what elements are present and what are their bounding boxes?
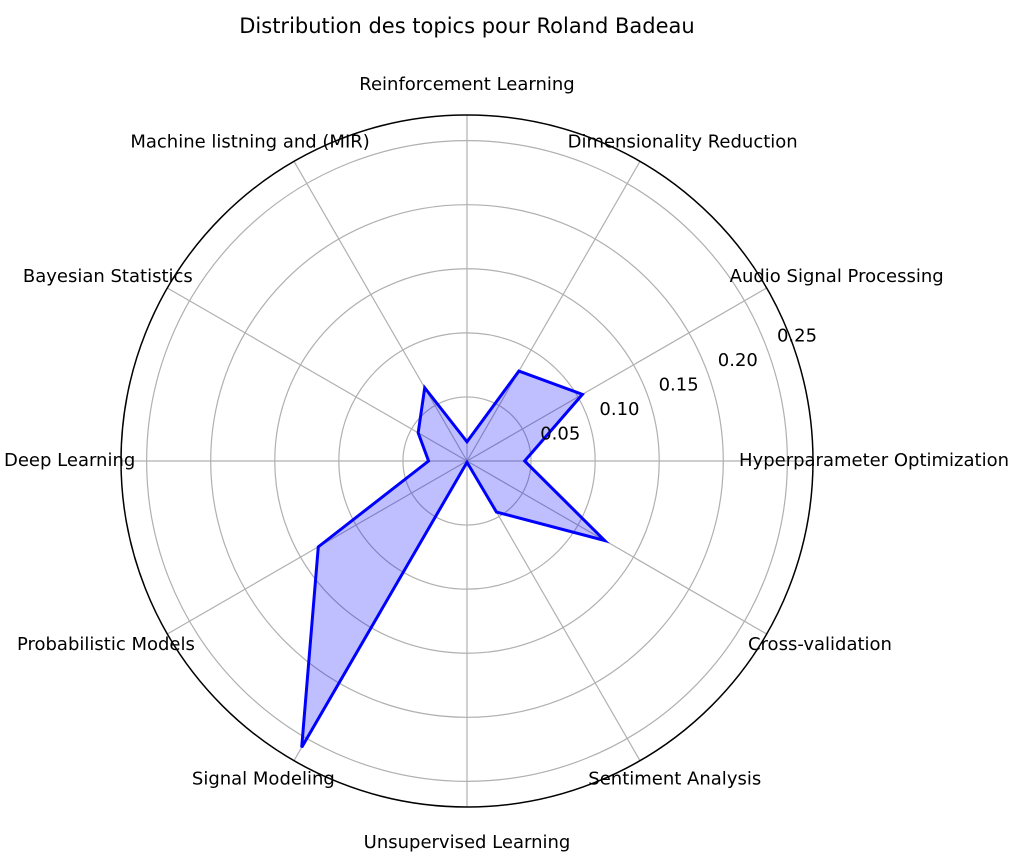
- category-label: Bayesian Statistics: [23, 266, 193, 287]
- category-label: Sentiment Analysis: [588, 769, 761, 790]
- category-label: Hyperparameter Optimization: [739, 450, 1009, 471]
- category-labels: Hyperparameter Optimization Audio Signal …: [4, 74, 1009, 853]
- category-label: Probabilistic Models: [17, 634, 195, 655]
- grid-spoke: [466, 287, 767, 462]
- category-label: Cross-validation: [748, 634, 892, 655]
- outer-boundary: [120, 114, 814, 808]
- category-label: Signal Modeling: [192, 769, 335, 790]
- category-label: Audio Signal Processing: [730, 266, 944, 287]
- radar-grid: [120, 114, 814, 808]
- category-label: Reinforcement Learning: [359, 74, 574, 95]
- category-label: Deep Learning: [4, 450, 135, 471]
- radial-tick-label: 0.15: [659, 374, 699, 395]
- series-line: [300, 369, 610, 749]
- grid-spoke: [466, 460, 767, 635]
- series-area: [301, 371, 605, 748]
- category-label: Machine listning and (MIR): [130, 131, 369, 152]
- category-label: Unsupervised Learning: [364, 832, 571, 853]
- radial-tick-label: 0.10: [599, 399, 639, 420]
- radial-tick-label: 0.25: [777, 325, 817, 346]
- radial-tick-label: 0.20: [718, 350, 758, 371]
- grid-spoke: [293, 161, 468, 462]
- category-label: Dimensionality Reduction: [568, 131, 798, 152]
- grid-spoke: [466, 161, 641, 462]
- radar-series: [300, 369, 610, 749]
- radial-tick-label: 0.05: [540, 423, 580, 444]
- chart-title: Distribution des topics pour Roland Bade…: [239, 14, 694, 38]
- radial-tick-labels: 0.05 0.10 0.15 0.20 0.25: [540, 325, 817, 444]
